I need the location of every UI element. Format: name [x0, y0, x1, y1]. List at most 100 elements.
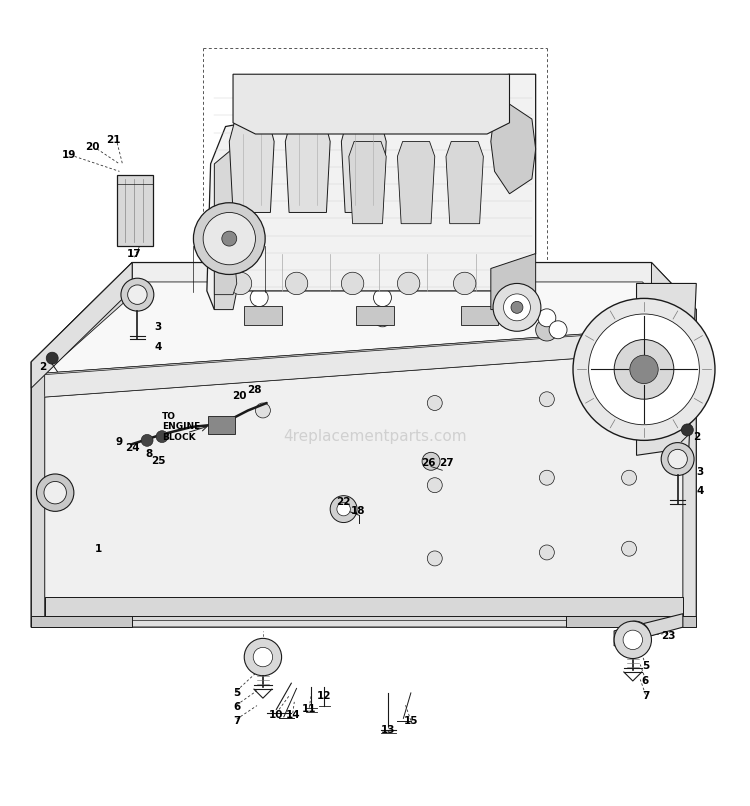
Circle shape — [374, 289, 392, 306]
Polygon shape — [614, 613, 682, 646]
Circle shape — [589, 314, 699, 425]
Polygon shape — [637, 284, 696, 455]
Polygon shape — [45, 326, 683, 396]
Circle shape — [44, 481, 67, 504]
Polygon shape — [461, 305, 498, 325]
Polygon shape — [214, 145, 237, 310]
Circle shape — [538, 309, 556, 326]
Circle shape — [128, 285, 147, 305]
Polygon shape — [45, 282, 683, 373]
Text: 22: 22 — [336, 496, 351, 507]
Circle shape — [681, 424, 693, 436]
Circle shape — [623, 630, 643, 650]
Polygon shape — [285, 119, 330, 213]
Text: 1: 1 — [95, 544, 102, 554]
Circle shape — [121, 278, 154, 311]
Circle shape — [630, 355, 658, 384]
Circle shape — [427, 396, 442, 410]
Circle shape — [374, 309, 392, 326]
Circle shape — [337, 502, 350, 516]
Circle shape — [194, 203, 266, 275]
Polygon shape — [45, 351, 683, 616]
Circle shape — [500, 289, 518, 306]
Circle shape — [573, 298, 715, 440]
Text: 3: 3 — [697, 467, 703, 476]
Circle shape — [46, 352, 58, 364]
Circle shape — [539, 392, 554, 407]
Circle shape — [493, 284, 541, 331]
Text: 24: 24 — [124, 442, 140, 453]
Text: TO
ENGINE
BLOCK: TO ENGINE BLOCK — [162, 412, 200, 442]
Text: 6: 6 — [642, 676, 649, 686]
Circle shape — [254, 647, 273, 667]
Text: 7: 7 — [642, 691, 650, 701]
Circle shape — [156, 430, 168, 442]
Polygon shape — [32, 310, 696, 627]
Polygon shape — [45, 597, 683, 620]
Text: 12: 12 — [317, 691, 332, 701]
Circle shape — [511, 301, 523, 314]
Text: 28: 28 — [247, 384, 261, 395]
Polygon shape — [244, 305, 281, 325]
Polygon shape — [32, 263, 132, 627]
Polygon shape — [207, 74, 536, 310]
Polygon shape — [446, 142, 483, 224]
Polygon shape — [341, 119, 386, 213]
Circle shape — [203, 213, 256, 264]
Circle shape — [500, 309, 518, 326]
Text: 4replacementparts.com: 4replacementparts.com — [284, 429, 466, 444]
Text: 21: 21 — [106, 135, 121, 145]
Polygon shape — [45, 597, 683, 616]
Text: 13: 13 — [381, 725, 396, 735]
Circle shape — [539, 470, 554, 485]
Text: 10: 10 — [269, 710, 284, 721]
Text: 3: 3 — [154, 322, 162, 332]
Circle shape — [37, 474, 74, 511]
Polygon shape — [32, 263, 132, 388]
Polygon shape — [349, 142, 386, 224]
Text: 5: 5 — [233, 688, 241, 698]
Text: 2: 2 — [39, 362, 46, 372]
Polygon shape — [32, 263, 696, 362]
Text: 27: 27 — [439, 458, 453, 467]
Polygon shape — [490, 254, 536, 310]
Text: 19: 19 — [62, 150, 76, 160]
Circle shape — [341, 272, 364, 295]
Circle shape — [222, 231, 237, 246]
Text: 2: 2 — [693, 432, 700, 442]
Circle shape — [622, 542, 637, 556]
Circle shape — [668, 449, 687, 469]
Circle shape — [427, 551, 442, 566]
Text: 4: 4 — [696, 486, 703, 496]
Polygon shape — [230, 119, 274, 213]
Circle shape — [539, 545, 554, 560]
Circle shape — [141, 434, 153, 447]
Circle shape — [454, 272, 476, 295]
Text: 20: 20 — [232, 391, 246, 401]
Circle shape — [251, 289, 268, 306]
Text: 17: 17 — [127, 248, 142, 259]
Text: 15: 15 — [404, 716, 418, 725]
Text: 25: 25 — [151, 456, 166, 467]
FancyBboxPatch shape — [209, 417, 236, 434]
Circle shape — [662, 442, 694, 476]
Circle shape — [614, 339, 674, 399]
Circle shape — [427, 478, 442, 492]
Polygon shape — [233, 74, 509, 134]
Circle shape — [285, 272, 308, 295]
Polygon shape — [214, 243, 237, 295]
Circle shape — [398, 272, 420, 295]
Polygon shape — [356, 305, 394, 325]
Text: 4: 4 — [154, 342, 162, 352]
Text: 20: 20 — [86, 143, 100, 152]
Polygon shape — [652, 263, 696, 336]
Text: 7: 7 — [233, 717, 241, 726]
Text: 18: 18 — [351, 506, 366, 517]
Polygon shape — [45, 328, 683, 397]
Text: 26: 26 — [422, 458, 436, 467]
Circle shape — [549, 321, 567, 339]
Polygon shape — [566, 616, 696, 627]
Circle shape — [330, 496, 357, 522]
Circle shape — [536, 318, 558, 341]
Text: 5: 5 — [642, 661, 649, 671]
